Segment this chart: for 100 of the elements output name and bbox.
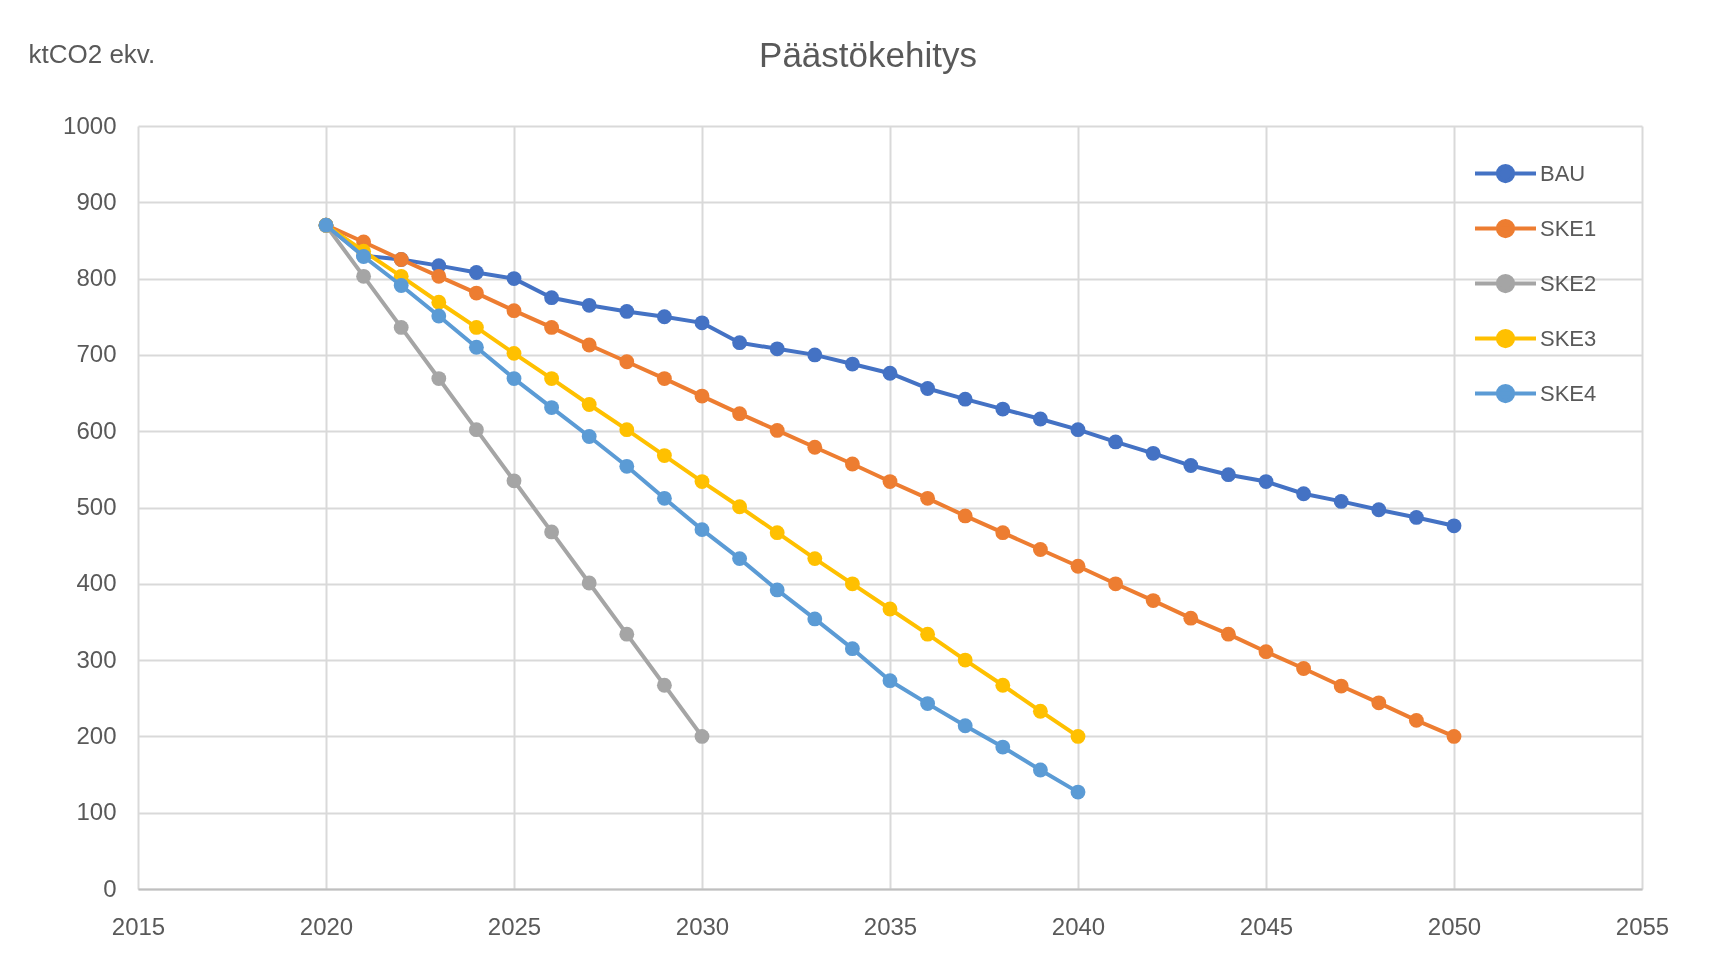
point [1070, 558, 1086, 574]
point [1070, 422, 1086, 438]
point [581, 337, 597, 353]
point [581, 297, 597, 313]
point [882, 474, 898, 489]
point [957, 718, 973, 734]
point [619, 458, 635, 474]
point [468, 285, 484, 301]
point [1070, 784, 1086, 800]
point [1258, 474, 1274, 489]
point [1032, 703, 1048, 719]
point [1408, 712, 1424, 728]
chart-title: Päästökehitys [759, 35, 977, 74]
point [1371, 502, 1387, 518]
legend-label: SKE3 [1540, 325, 1597, 351]
point [468, 339, 484, 355]
point [619, 422, 635, 438]
point [506, 345, 522, 361]
point [882, 365, 898, 381]
point [656, 677, 672, 693]
legend-label: SKE2 [1540, 270, 1597, 296]
point [1032, 542, 1048, 557]
y-tick-label: 700 [76, 340, 117, 368]
y-tick-label: 400 [76, 569, 117, 597]
point [844, 456, 860, 472]
point [656, 448, 672, 464]
point [1408, 510, 1424, 525]
point [506, 473, 522, 489]
point [920, 626, 936, 642]
point [581, 397, 597, 412]
y-tick-label: 600 [76, 416, 117, 444]
point [1183, 458, 1199, 473]
point [694, 474, 710, 489]
point [581, 429, 597, 444]
point [431, 371, 447, 386]
point [1032, 411, 1048, 427]
point [920, 696, 936, 711]
point [732, 335, 748, 351]
point [544, 290, 560, 306]
x-tick-label: 2050 [1427, 912, 1482, 940]
point [619, 626, 635, 642]
point [506, 371, 522, 386]
x-tick-label: 2015 [111, 912, 166, 940]
point [1333, 493, 1349, 509]
point [619, 354, 635, 370]
point [431, 294, 447, 310]
y-tick-label: 100 [76, 798, 117, 826]
point [732, 551, 748, 567]
point [468, 265, 484, 280]
point [1371, 695, 1387, 711]
x-tick-label: 2020 [299, 912, 354, 940]
x-tick-label: 2025 [487, 912, 542, 940]
point [356, 268, 372, 284]
point [732, 499, 748, 515]
y-tick-label: 900 [76, 187, 117, 215]
y-tick-label: 500 [76, 493, 117, 520]
point [807, 347, 823, 363]
point [769, 582, 785, 598]
point [581, 575, 597, 591]
point [694, 522, 710, 538]
point [882, 673, 898, 689]
point [995, 525, 1011, 541]
point [619, 304, 635, 319]
x-tick-label: 2055 [1615, 912, 1670, 940]
point [844, 641, 860, 657]
point [431, 308, 447, 324]
y-tick-label: 0 [103, 874, 117, 902]
point [807, 551, 823, 567]
point [544, 524, 560, 540]
point [544, 400, 560, 415]
legend-label: SKE4 [1540, 380, 1597, 406]
point [882, 601, 898, 617]
point [1220, 467, 1236, 483]
y-tick-label: 800 [76, 264, 117, 292]
point [506, 271, 522, 286]
point [957, 391, 973, 407]
point [1032, 762, 1048, 778]
point [1446, 729, 1462, 744]
point [1296, 486, 1312, 502]
point [769, 341, 785, 357]
point [431, 268, 447, 284]
point [1145, 593, 1161, 608]
point [1333, 678, 1349, 694]
point [1220, 626, 1236, 642]
point [694, 315, 710, 331]
point [1446, 518, 1462, 534]
y-tick-label: 1000 [63, 111, 117, 139]
point [844, 356, 860, 372]
point [995, 739, 1011, 755]
point [506, 303, 522, 319]
point [732, 406, 748, 422]
point [957, 508, 973, 524]
point [1183, 610, 1199, 626]
point [544, 320, 560, 335]
point [995, 401, 1011, 417]
point [393, 320, 409, 335]
point [1145, 445, 1161, 461]
point [468, 320, 484, 335]
point [1108, 434, 1124, 450]
point [694, 388, 710, 404]
